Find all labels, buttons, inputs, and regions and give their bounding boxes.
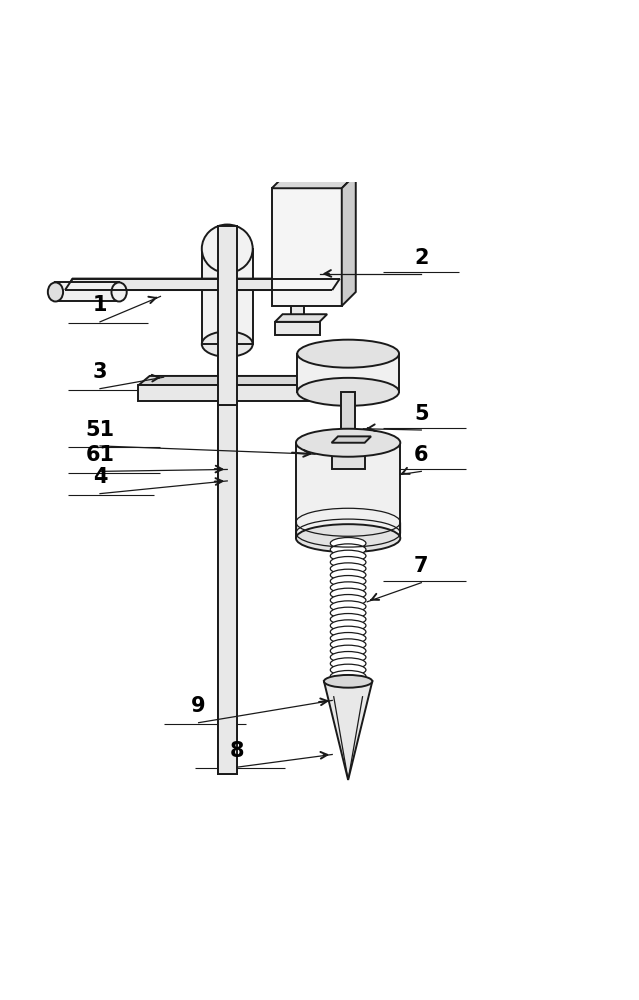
Ellipse shape [48, 282, 63, 301]
Bar [202, 249, 252, 344]
Text: 4: 4 [93, 467, 107, 487]
Ellipse shape [297, 378, 399, 406]
Ellipse shape [330, 626, 366, 638]
Text: 2: 2 [414, 248, 429, 268]
Ellipse shape [330, 633, 366, 644]
Polygon shape [342, 174, 356, 306]
Ellipse shape [202, 225, 252, 273]
Polygon shape [332, 436, 371, 443]
Ellipse shape [330, 538, 366, 549]
Text: 7: 7 [414, 556, 429, 576]
Ellipse shape [330, 614, 366, 625]
Text: 6: 6 [414, 445, 429, 465]
Text: 61: 61 [86, 445, 114, 465]
Ellipse shape [330, 639, 366, 650]
Text: 5: 5 [414, 404, 429, 424]
Ellipse shape [330, 544, 366, 555]
Ellipse shape [330, 595, 366, 606]
Polygon shape [324, 681, 373, 780]
Ellipse shape [330, 576, 366, 587]
Ellipse shape [296, 429, 400, 457]
Bar [218, 405, 237, 774]
Bar [341, 392, 355, 436]
Ellipse shape [324, 675, 373, 688]
Ellipse shape [330, 557, 366, 568]
Bar [297, 354, 399, 392]
Bar [296, 443, 400, 538]
Polygon shape [65, 279, 340, 290]
Text: 3: 3 [93, 362, 107, 382]
Text: 9: 9 [191, 696, 206, 716]
Ellipse shape [296, 524, 400, 552]
Ellipse shape [330, 588, 366, 600]
Text: 51: 51 [86, 420, 114, 440]
Ellipse shape [330, 569, 366, 581]
Text: 8: 8 [229, 741, 244, 761]
Bar [56, 282, 119, 301]
Ellipse shape [297, 340, 399, 368]
Ellipse shape [330, 620, 366, 631]
Bar [291, 246, 304, 315]
Polygon shape [272, 174, 356, 188]
Ellipse shape [330, 550, 366, 562]
Ellipse shape [330, 671, 366, 682]
Ellipse shape [330, 563, 366, 574]
Bar [332, 443, 365, 469]
Bar [218, 226, 237, 774]
Bar [138, 385, 380, 401]
Ellipse shape [330, 601, 366, 612]
Ellipse shape [330, 658, 366, 669]
Ellipse shape [330, 607, 366, 619]
Bar [218, 226, 237, 405]
Text: 1: 1 [93, 295, 107, 315]
Ellipse shape [202, 331, 252, 357]
Bar [272, 188, 342, 306]
Ellipse shape [111, 282, 127, 301]
Ellipse shape [330, 664, 366, 676]
Bar [275, 322, 320, 335]
Ellipse shape [330, 645, 366, 657]
Polygon shape [138, 376, 392, 385]
Polygon shape [275, 314, 327, 322]
Polygon shape [380, 376, 392, 401]
Ellipse shape [330, 582, 366, 593]
Ellipse shape [330, 652, 366, 663]
